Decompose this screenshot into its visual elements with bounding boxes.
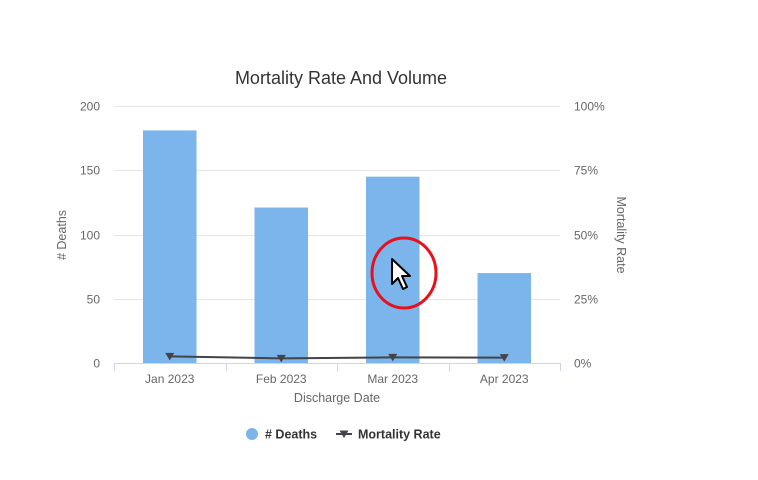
mouse-cursor-icon <box>391 258 411 290</box>
x-axis-title: Discharge Date <box>294 391 380 405</box>
line-series <box>165 352 509 363</box>
y2-tick-label: 0% <box>574 357 592 371</box>
red-highlight-circle <box>370 236 438 310</box>
legend-label-mortality-rate: Mortality Rate <box>358 428 441 442</box>
right-axis-ticks: 0% 25% 50% 75% 100% <box>574 100 605 371</box>
x-tick-label: Jan 2023 <box>145 372 195 386</box>
left-axis-ticks: 0 50 100 150 200 <box>80 100 100 371</box>
legend-item-deaths[interactable]: # Deaths <box>246 428 317 442</box>
chart-title: Mortality Rate And Volume <box>235 68 447 88</box>
legend-item-mortality-rate[interactable]: Mortality Rate <box>336 428 441 442</box>
bar <box>477 273 532 363</box>
y-tick-label: 100 <box>80 229 100 243</box>
y2-tick-label: 25% <box>574 293 598 307</box>
line-marker-point <box>388 353 398 362</box>
legend-label-deaths: # Deaths <box>265 428 317 442</box>
line-marker-point <box>276 354 286 363</box>
bar <box>142 130 197 363</box>
legend: # Deaths Mortality Rate <box>246 428 441 442</box>
y2-tick-label: 50% <box>574 229 598 243</box>
y-tick-label: 150 <box>80 164 100 178</box>
line-marker-point <box>165 352 175 361</box>
series-line <box>169 355 505 360</box>
x-tick-label: Mar 2023 <box>367 372 418 386</box>
x-tick-label: Feb 2023 <box>256 372 307 386</box>
cursor-highlight <box>370 236 438 310</box>
y-tick-label: 50 <box>87 293 101 307</box>
y2-tick-label: 100% <box>574 100 605 114</box>
legend-swatch-deaths <box>246 428 258 440</box>
y2-axis-title: Mortality Rate <box>614 196 628 273</box>
bar-series <box>142 130 532 363</box>
x-axis-ticks: Jan 2023 Feb 2023 Mar 2023 Apr 2023 <box>114 363 561 386</box>
y-tick-label: 200 <box>80 100 100 114</box>
y-axis-title: # Deaths <box>55 210 69 260</box>
line-marker-point <box>499 354 509 362</box>
bar <box>254 207 309 363</box>
y-tick-label: 0 <box>93 357 100 371</box>
x-tick-label: Apr 2023 <box>480 372 529 386</box>
legend-marker-triangle <box>339 430 349 438</box>
y2-tick-label: 75% <box>574 164 598 178</box>
